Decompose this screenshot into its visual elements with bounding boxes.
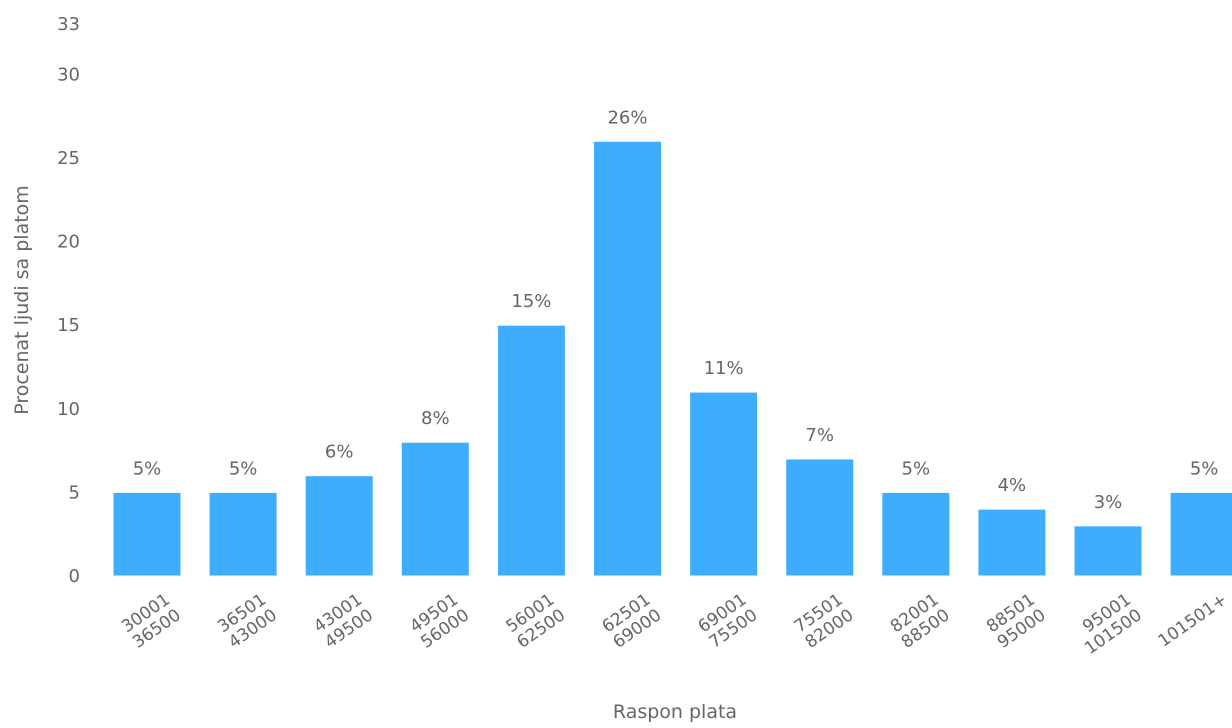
data-label: 26% bbox=[607, 107, 647, 128]
y-tick-label: 20 bbox=[57, 232, 80, 253]
y-tick-label: 5 bbox=[69, 482, 80, 503]
bar[interactable] bbox=[112, 491, 182, 577]
bar[interactable] bbox=[1073, 525, 1143, 577]
data-label: 7% bbox=[805, 425, 834, 446]
bar[interactable] bbox=[1169, 491, 1232, 577]
y-axis-ticks: 0 5 10 15 20 25 30 33 bbox=[57, 14, 80, 587]
bars-group bbox=[112, 140, 1232, 577]
data-label: 11% bbox=[704, 358, 744, 379]
y-tick-label: 25 bbox=[57, 148, 80, 169]
data-label: 5% bbox=[1190, 458, 1219, 479]
y-tick-label: 10 bbox=[57, 399, 80, 420]
bar[interactable] bbox=[977, 508, 1047, 577]
bar[interactable] bbox=[689, 391, 759, 577]
x-axis-title: Raspon plata bbox=[613, 701, 737, 723]
bar[interactable] bbox=[881, 491, 951, 577]
data-label: 6% bbox=[325, 442, 354, 463]
data-label: 4% bbox=[998, 475, 1027, 496]
bar[interactable] bbox=[208, 491, 278, 577]
bar[interactable] bbox=[785, 458, 855, 577]
y-tick-label: 0 bbox=[69, 566, 80, 587]
data-labels-group: 5% 5% 6% 8% 15% 26% 11% 7% 5% 4% 3% 5% bbox=[133, 107, 1219, 513]
bar[interactable] bbox=[593, 140, 662, 577]
data-label: 15% bbox=[511, 291, 551, 312]
data-label: 3% bbox=[1094, 492, 1123, 513]
bar[interactable] bbox=[304, 475, 374, 577]
y-tick-label: 30 bbox=[57, 64, 80, 85]
x-tick-line: 101501+ bbox=[1155, 590, 1231, 652]
bar[interactable] bbox=[400, 441, 470, 577]
y-tick-label: 15 bbox=[57, 315, 80, 336]
data-label: 5% bbox=[902, 458, 931, 479]
x-tick-label: 101501+ bbox=[1155, 590, 1231, 652]
y-tick-label: 33 bbox=[57, 14, 80, 35]
data-label: 5% bbox=[133, 458, 162, 479]
data-label: 5% bbox=[229, 458, 258, 479]
data-label: 8% bbox=[421, 408, 450, 429]
y-axis-title: Procenat ljudi sa platom bbox=[11, 185, 33, 415]
bar[interactable] bbox=[496, 324, 566, 577]
